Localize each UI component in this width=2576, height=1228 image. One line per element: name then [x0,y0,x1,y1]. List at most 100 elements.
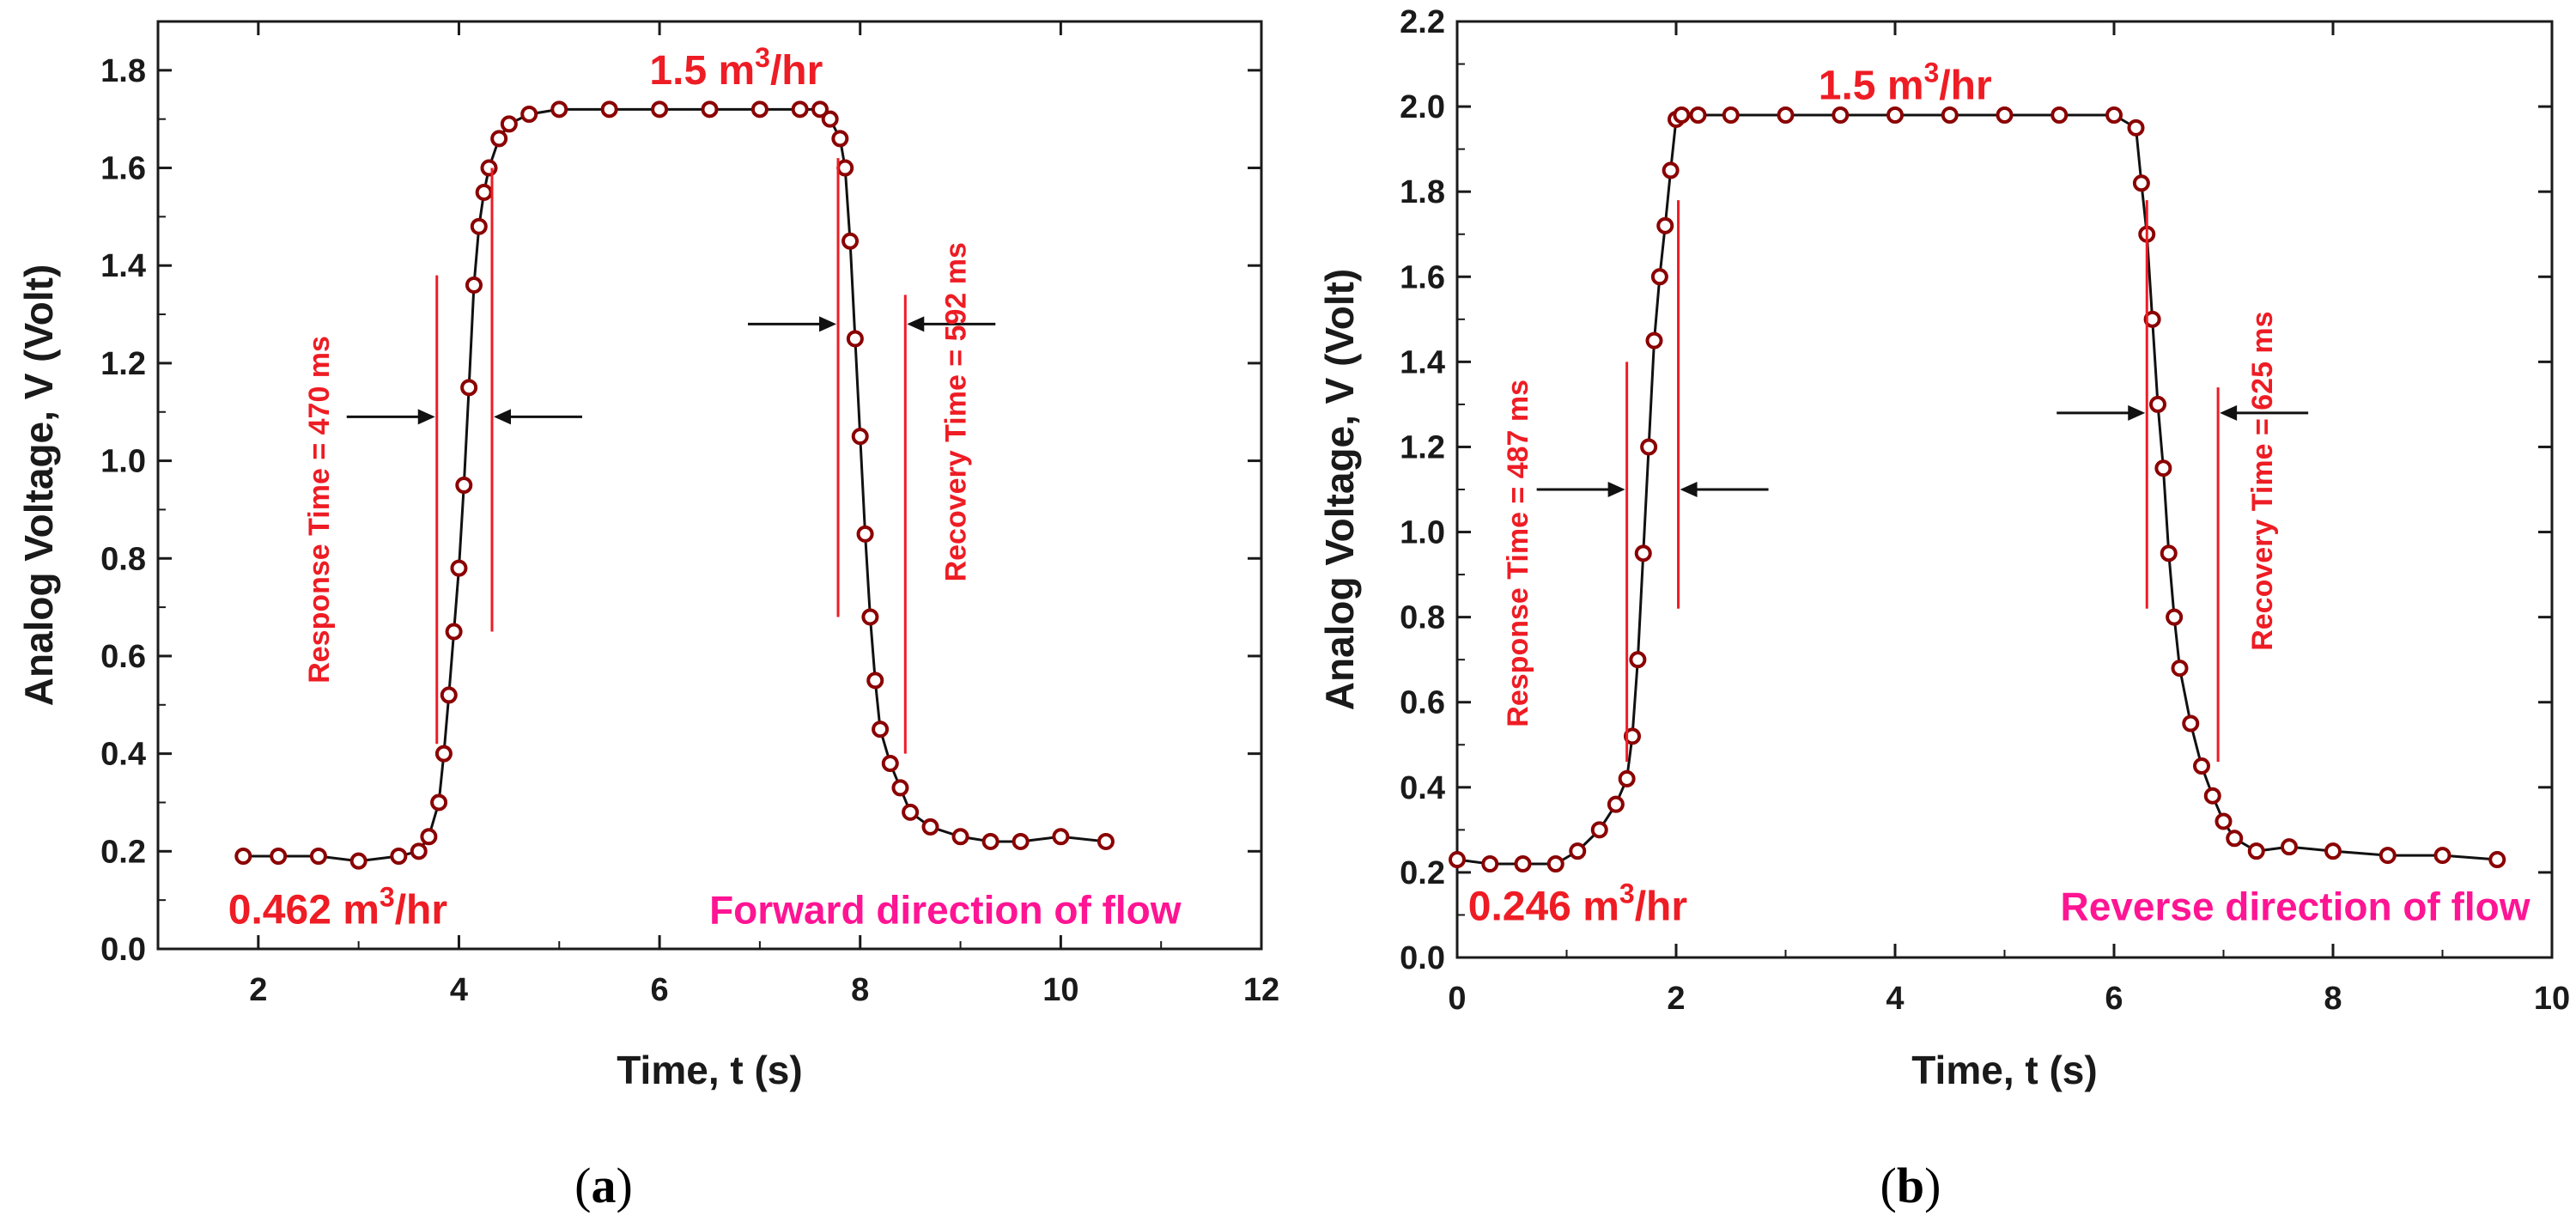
data-point [866,672,884,690]
y-tick-label: 1.6 [1400,259,1445,295]
x-tick-label: 4 [450,972,468,1008]
y-tick-label: 0.4 [1400,770,1445,806]
data-point [851,428,869,446]
data-point [891,779,909,797]
data-point [2433,847,2451,865]
data-point [2215,812,2233,830]
data-point [651,100,669,119]
data-point [981,832,999,850]
data-point [1590,821,1608,839]
data-point [1546,855,1564,872]
data-point [1645,331,1663,350]
data-point [750,100,769,119]
data-point [445,623,463,641]
flow-direction-label: Reverse direction of flow [2060,885,2530,929]
data-point [1607,795,1625,813]
arrow-head [417,409,435,425]
data-point [1996,106,2014,124]
data-point [1629,651,1647,669]
data-point [600,100,618,119]
data-point [2160,544,2178,562]
y-tick-label: 1.8 [1400,174,1445,210]
data-point [1832,106,1850,124]
arrow-head [907,316,925,332]
response-time-label: Response Time = 487 ms [1502,380,1534,727]
data-point [1941,106,1959,124]
y-tick-label: 0.6 [1400,685,1445,721]
data-point [2379,847,2397,865]
x-tick-label: 0 [1448,981,1466,1017]
data-point [410,842,428,860]
data-point [470,217,488,235]
data-point [2050,106,2069,124]
y-tick-label: 0.4 [100,737,146,773]
data-point [1618,769,1636,787]
data-point [821,110,839,128]
data-point [1097,832,1115,850]
data-point [500,115,518,133]
data-point [856,525,874,543]
data-point [831,130,849,148]
data-point [2488,851,2506,869]
y-tick-label: 0.0 [100,932,146,968]
x-tick-label: 4 [1886,981,1904,1017]
x-tick-label: 10 [2534,981,2570,1017]
data-point [2193,757,2210,775]
y-tick-label: 0.6 [100,639,146,675]
data-point [434,745,453,763]
arrow-head [819,316,837,332]
plot-frame [156,20,1263,951]
arrow-head [1607,482,1625,497]
chart-panel-b: 0.0 0.2 0.4 0.6 0.8 1.0 1.2 1.4 1.6 1.8 2.0 2.2 0 2 4 6… [1317,4,2570,1092]
data-point [390,848,408,865]
y-axis-title: Analog Voltage, V (Volt) [16,264,61,707]
y-tick-label: 2.0 [1400,89,1445,125]
x-tick-label: 10 [1042,972,1078,1008]
data-point [1012,832,1030,850]
recovery-time-label: Recovery Time = 625 ms [2246,311,2279,650]
data-point [2281,838,2298,856]
y-tick-label: 1.4 [1400,344,1445,380]
arrow-head [2220,404,2238,421]
data-point [270,848,288,865]
recovery-time-label: Recovery Time = 592 ms [940,242,973,581]
data-point [2226,830,2244,848]
data-point [1481,855,1499,872]
data-point [2132,174,2150,192]
data-point [1656,216,1674,234]
data-point [861,608,879,626]
data-point [2127,119,2145,137]
flow-direction-label: Forward direction of flow [709,888,1182,933]
data-point [1624,727,1641,745]
data-point [791,100,809,119]
y-tick-label: 1.0 [100,444,146,480]
data-point [1886,106,1904,124]
x-tick-label: 2 [249,972,267,1008]
data-point [234,848,252,865]
x-tick-label: 6 [2105,981,2123,1017]
data-point [2143,310,2161,328]
arrow-head [494,409,512,425]
data-point [701,100,719,119]
data-point [480,159,498,177]
y-tick-label: 0.8 [100,541,146,577]
series-line [243,107,1107,863]
data-point [951,828,969,846]
top-flow-label: 1.5 m3/hr [649,42,823,94]
data-point [841,232,860,250]
top-flow-label: 1.5 m3/hr [1819,57,1992,108]
data-point [1634,544,1652,562]
data-point [921,818,939,836]
data-point [465,276,483,294]
x-tick-label: 8 [851,972,869,1008]
x-axis-title: Time, t (s) [1911,1048,2097,1092]
data-point [1689,106,1707,124]
data-point [1514,855,1532,872]
data-point [475,183,493,201]
y-tick-label: 1.0 [1400,515,1445,551]
y-tick-label: 0.8 [1400,600,1445,636]
data-point [1662,161,1680,179]
data-point [881,755,899,772]
